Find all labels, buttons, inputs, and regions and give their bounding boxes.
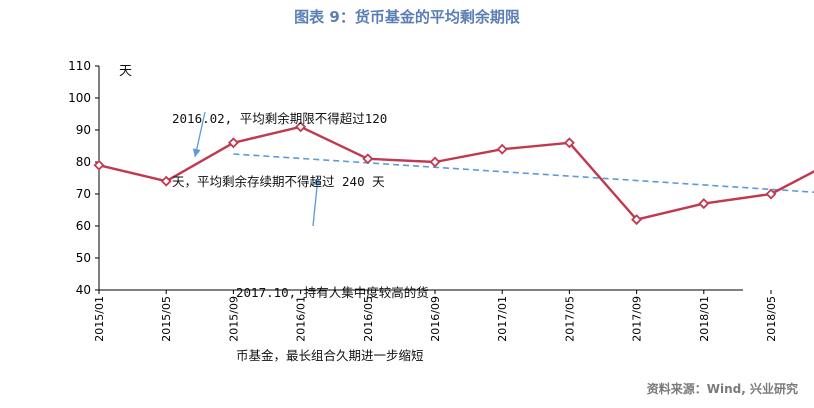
annotation-line: 2017.10, 持有人集中度较高的货 [236,285,429,300]
data-point-marker [496,143,508,155]
source-note: 资料来源：Wind, 兴业研究 [646,382,798,396]
x-tick-label: 2016/01 [295,296,308,342]
x-tick-label: 2015/05 [160,296,173,342]
annotation-arrow-2016-head [192,148,201,157]
x-tick-label: 2016/09 [429,296,442,342]
data-line-series [93,121,814,226]
y-tick-label: 90 [76,123,91,137]
data-point-marker [631,214,643,226]
x-tick-label: 2017/09 [631,296,644,342]
x-tick-label: 2017/05 [563,296,576,342]
chart-title: 图表 9：货币基金的平均剩余期限 [294,8,520,26]
y-tick-label: 80 [76,155,91,169]
y-axis-unit-label: 天 [119,64,133,79]
trend-line-series [233,153,814,193]
y-tick-label: 110 [68,59,91,73]
y-tick-label: 40 [76,283,91,297]
y-tick-label: 100 [68,91,91,105]
data-point-marker [160,175,172,187]
data-point-marker [765,188,777,200]
x-tick-label: 2018/05 [765,296,778,342]
y-tick-label: 70 [76,187,91,201]
annotation-arrow-2017-head [313,177,322,186]
data-point-marker [563,137,575,149]
data-point-marker [93,159,105,171]
data-point-marker [698,198,710,210]
x-tick-label: 2018/01 [698,296,711,342]
annotation-line: 币基金，最长组合久期进一步缩短 [236,348,424,363]
data-point-marker [362,153,374,165]
annotation-arrow-2017 [312,176,319,227]
x-tick-label: 2015/01 [93,296,106,342]
data-point-marker [429,156,441,168]
annotation-line: 天，平均剩余存续期不得超过 240 天 [172,174,385,189]
annotation-2017-10: 2017.10, 持有人集中度较高的货 币基金，最长组合久期进一步缩短 [236,240,429,387]
x-tick-label: 2016/05 [362,296,375,342]
data-point-marker [295,121,307,133]
x-tick-label: 2017/01 [496,296,509,342]
annotation-line: 2016.02, 平均剩余期限不得超过120 [172,111,388,126]
data-point-marker [227,137,239,149]
x-tick-label: 2015/09 [227,296,240,342]
series-line [98,125,814,221]
annotation-2016-02: 2016.02, 平均剩余期限不得超过120 天，平均剩余存续期不得超过 240… [172,66,387,213]
y-tick-label: 60 [76,219,91,233]
trend-line [233,153,814,193]
annotation-arrows [192,111,322,227]
y-tick-label: 50 [76,251,91,265]
